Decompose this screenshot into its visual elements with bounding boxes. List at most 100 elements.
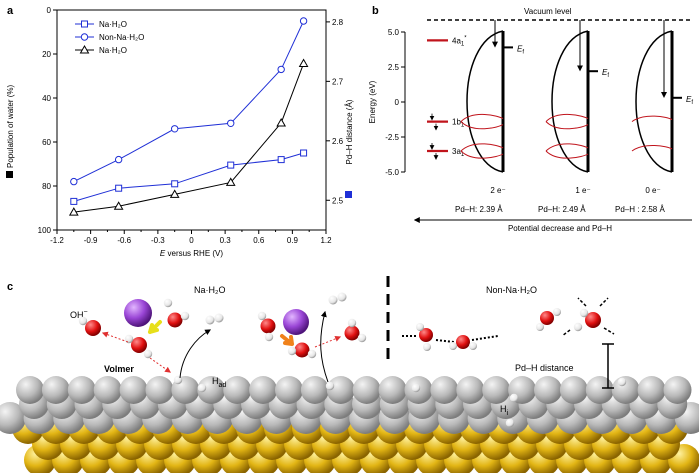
hbond-dash-c <box>561 329 571 337</box>
hybrid-state-lobe <box>545 143 589 152</box>
dos-curve <box>635 30 673 173</box>
red-arrow-to-water <box>314 335 342 348</box>
pd-atom <box>145 376 174 404</box>
water-hydrogen-2b <box>143 349 153 359</box>
pd-h-label: Pd–H: 2.49 Å <box>538 205 586 214</box>
pd-atom <box>41 376 70 404</box>
series-0 <box>70 149 308 205</box>
diagram-b: 5.0 2.5 0 -2.5 -5.0 Energy (eV) Vacuum level 4a… <box>368 7 693 233</box>
h2-atom-4 <box>337 292 347 302</box>
hbond-dash-a <box>577 297 587 307</box>
y-left-label-marker <box>6 171 13 178</box>
water-hydrogen-5a <box>347 318 357 328</box>
x-tick-label: 1.2 <box>320 236 332 245</box>
pd-atom <box>67 376 96 404</box>
x-tick-label: 0.3 <box>220 236 232 245</box>
water-hydrogen-5b <box>357 333 367 343</box>
hbond-dots-2 <box>435 339 455 343</box>
hybrid-state-lobe <box>631 145 673 152</box>
y-right-tick-label: 2.6 <box>332 137 344 146</box>
pd-atom <box>223 376 252 404</box>
pd-h-label: Pd–H: 2.39 Å <box>455 205 503 214</box>
data-point-circle <box>80 33 89 41</box>
series-1 <box>70 17 308 186</box>
pd-atom <box>378 376 407 404</box>
y-right-label-text: Pd–H distance (Å) <box>345 99 354 164</box>
pd-atom <box>16 376 44 404</box>
illustration-c: Na·H₂O Non-Na·H₂O OH− Volmer Had <box>0 276 699 473</box>
pd-atom <box>93 376 122 404</box>
dos-curve <box>466 30 504 173</box>
hybrid-state-lobe <box>460 121 504 130</box>
h-ad-label: Had <box>212 376 226 389</box>
pd-atom <box>300 376 329 404</box>
hbond-dash-d <box>603 327 615 335</box>
dos-band-2: Ef 0 e⁻ Pd–H : 2.58 Å <box>615 20 693 214</box>
y-right-label-marker <box>345 191 352 198</box>
pd-atom <box>326 376 355 404</box>
x-tick-label: -1.2 <box>50 236 64 245</box>
oh-label: OH− <box>70 309 88 320</box>
title-na-h2o: Na·H₂O <box>194 285 226 295</box>
orbital-label: 4a1* <box>452 35 467 47</box>
y-right-tick-label: 2.7 <box>332 77 344 86</box>
x-tick-label: -0.3 <box>151 236 165 245</box>
water-hydrogen-6b <box>423 343 431 351</box>
water-hydrogen-9a <box>579 308 589 318</box>
data-point-triangle <box>225 177 236 186</box>
data-point-square <box>115 184 123 192</box>
data-point-triangle <box>169 189 180 198</box>
water-oxygen-1 <box>167 312 183 328</box>
data-point-circle <box>170 125 179 133</box>
energy-tick-label: 2.5 <box>388 63 400 72</box>
water-hydrogen-8b <box>536 323 544 331</box>
h2-atom-1 <box>205 315 215 325</box>
water-hydrogen-8a <box>553 308 561 316</box>
x-axis-label: E versus RHE (V) <box>160 249 223 258</box>
pd-atom <box>637 376 666 404</box>
energy-axis-label: Energy (eV) <box>368 80 377 123</box>
y-right-tick-label: 2.8 <box>332 18 344 27</box>
water-hydrogen-1b <box>180 311 190 321</box>
data-point-triangle <box>113 201 124 210</box>
legend-label: Na·H₂O <box>99 46 127 55</box>
data-point-circle <box>227 119 235 128</box>
pd-h-distance-label: Pd–H distance <box>515 363 574 373</box>
water-oxygen-7 <box>456 335 470 349</box>
panel-label-c: c <box>7 281 13 293</box>
data-point-triangle <box>68 207 79 216</box>
y-right-axis-label: Pd–H distance (Å) <box>345 99 354 198</box>
adsorbed-hydrogen <box>509 393 519 403</box>
hybrid-state-lobe <box>460 113 504 122</box>
data-point-circle <box>277 65 285 74</box>
h2-atom-2 <box>214 313 224 323</box>
pd-atom <box>482 376 511 404</box>
h2-evolution-arrow-right <box>320 310 329 383</box>
water-oxygen-9 <box>585 312 601 328</box>
data-point-triangle <box>79 44 90 54</box>
orbital-label: 1b1 <box>452 118 465 129</box>
data-point-square <box>300 149 308 157</box>
data-point-circle <box>70 177 78 186</box>
pd-atom <box>559 376 588 404</box>
hybrid-state-lobe <box>545 121 589 130</box>
x-tick-label: 0 <box>189 236 194 245</box>
dos-curve <box>551 30 589 173</box>
sodium-ion-left <box>124 299 152 327</box>
x-tick-label: -0.9 <box>84 236 98 245</box>
x-tick-label: 0.9 <box>287 236 299 245</box>
adsorbed-hydrogen <box>173 375 183 385</box>
data-point-square <box>171 180 179 188</box>
hybrid-state-lobe <box>545 113 589 122</box>
legend-label: Na·H₂O <box>99 20 127 29</box>
electron-count-label: 0 e⁻ <box>645 186 660 195</box>
y-left-tick-label: 100 <box>38 226 52 235</box>
pd-atom <box>249 376 278 404</box>
y-left-tick-label: 60 <box>42 138 51 147</box>
dos-band-0: Ef 2 e⁻ Pd–H: 2.39 Å <box>455 20 524 214</box>
water-hydrogen-6a <box>416 323 424 331</box>
data-point-square <box>227 161 235 169</box>
fermi-label: Ef <box>602 68 609 79</box>
water-oxygen-5 <box>344 325 360 341</box>
